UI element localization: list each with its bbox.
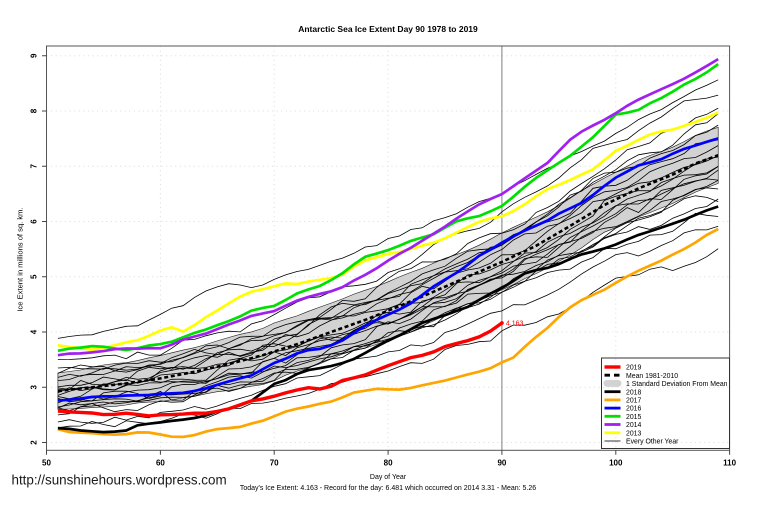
svg-text:Antarctic Sea Ice Extent Day 9: Antarctic Sea Ice Extent Day 90 1978 to … bbox=[298, 24, 478, 34]
svg-text:Every Other Year: Every Other Year bbox=[626, 439, 679, 446]
svg-text:110: 110 bbox=[723, 458, 736, 467]
svg-text:2014: 2014 bbox=[626, 422, 641, 429]
svg-text:Ice Extent in millions of sq.: Ice Extent in millions of sq. km. bbox=[16, 207, 25, 311]
svg-text:80: 80 bbox=[384, 458, 393, 467]
svg-text:2019: 2019 bbox=[626, 365, 641, 372]
svg-text:2017: 2017 bbox=[626, 398, 641, 405]
svg-text:2015: 2015 bbox=[626, 414, 641, 421]
svg-text:9: 9 bbox=[30, 53, 39, 58]
svg-text:Day of Year: Day of Year bbox=[370, 474, 407, 481]
svg-text:7: 7 bbox=[30, 164, 39, 169]
svg-text:Today's Ice Extent: 4.163 - R: Today's Ice Extent: 4.163 - Record for t… bbox=[240, 485, 536, 492]
svg-text:90: 90 bbox=[497, 458, 506, 467]
svg-text:50: 50 bbox=[42, 458, 51, 467]
svg-text:6: 6 bbox=[30, 219, 39, 224]
svg-text:Mean 1981-2010: Mean 1981-2010 bbox=[626, 373, 678, 380]
svg-text:3: 3 bbox=[30, 385, 39, 390]
svg-text:100: 100 bbox=[609, 458, 623, 467]
svg-text:60: 60 bbox=[156, 458, 165, 467]
svg-text:4: 4 bbox=[30, 329, 39, 334]
svg-text:2016: 2016 bbox=[626, 406, 641, 413]
svg-text:2018: 2018 bbox=[626, 389, 641, 396]
svg-text:1 Standard Deviation From Mean: 1 Standard Deviation From Mean bbox=[626, 381, 728, 388]
svg-text:2: 2 bbox=[30, 440, 39, 445]
svg-text:5: 5 bbox=[30, 274, 39, 279]
svg-text:http://sunshinehours.wordpress: http://sunshinehours.wordpress.com bbox=[12, 473, 227, 488]
svg-text:4.163: 4.163 bbox=[506, 321, 524, 328]
svg-text:70: 70 bbox=[270, 458, 279, 467]
svg-text:2013: 2013 bbox=[626, 430, 641, 437]
svg-text:8: 8 bbox=[30, 108, 39, 113]
